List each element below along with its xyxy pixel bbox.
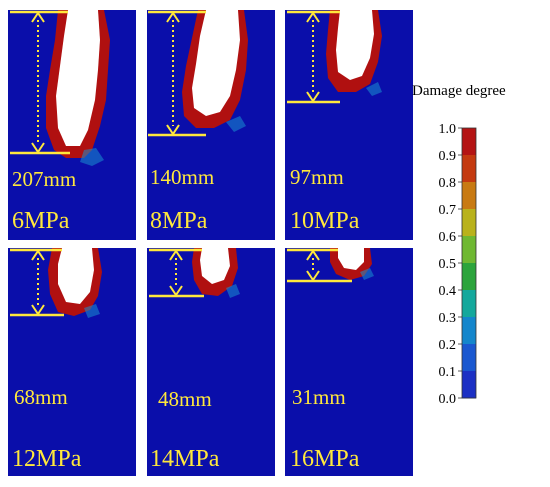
arrow-head-up (306, 11, 320, 23)
panel-3: 97mm 10MPa (285, 10, 413, 240)
damage-fringe (226, 116, 246, 132)
arrow-head-up (31, 11, 45, 23)
crater (336, 10, 374, 80)
colorbar-tick-label: 0.9 (439, 149, 457, 164)
arrow-head-up (166, 11, 180, 23)
colorbar-segment (462, 182, 476, 210)
panel-1: 207mm 6MPa (8, 10, 136, 240)
arrow-head-up (306, 249, 320, 261)
crater (58, 248, 94, 304)
colorbar-tick-label: 0.4 (439, 284, 457, 299)
colorbar-tick-label: 0.1 (439, 365, 457, 380)
colorbar-tick-label: 0.7 (439, 203, 457, 218)
colorbar-segment (462, 128, 476, 156)
crater (192, 10, 240, 116)
depth-label: 48mm (158, 387, 212, 411)
colorbar: Damage degree 1.0 0.9 0.8 0.7 0.6 0.5 0.4 0.3 0.… (412, 83, 506, 407)
pressure-label: 12MPa (12, 446, 82, 472)
arrow-head-down (169, 285, 183, 297)
arrow-head-up (31, 249, 45, 261)
colorbar-tick-label: 0.5 (439, 257, 457, 272)
pressure-label: 6MPa (12, 208, 70, 234)
arrow-head-down (306, 91, 320, 103)
depth-label: 31mm (292, 385, 346, 409)
arrow-head-down (31, 142, 45, 154)
panel-6: 31mm 16MPa (285, 248, 413, 476)
depth-label: 207mm (12, 167, 76, 191)
colorbar-segment (462, 155, 476, 183)
colorbar-ticks: 1.0 0.9 0.8 0.7 0.6 0.5 0.4 0.3 0.2 0.1 0.0 (439, 122, 462, 407)
damage-fringe (366, 82, 382, 96)
arrow-head-down (31, 304, 45, 316)
colorbar-tick-label: 0.0 (439, 392, 457, 407)
arrow-head-up (169, 249, 183, 261)
colorbar-segment (462, 209, 476, 237)
damage-fringe (84, 304, 100, 318)
depth-label: 140mm (150, 165, 214, 189)
colorbar-segment (462, 290, 476, 318)
crater (200, 248, 230, 284)
damage-fringe (226, 284, 240, 298)
colorbar-segments (462, 128, 476, 399)
colorbar-tick-label: 0.6 (439, 230, 457, 245)
panel-2: 140mm 8MPa (147, 10, 275, 240)
arrow-head-down (166, 124, 180, 136)
pressure-label: 14MPa (150, 446, 220, 472)
panel-background (285, 248, 413, 476)
damage-fringe (80, 148, 104, 166)
colorbar-segment (462, 371, 476, 399)
panel-5: 48mm 14MPa (147, 248, 275, 476)
colorbar-tick-label: 0.2 (439, 338, 457, 353)
colorbar-tick-label: 0.8 (439, 176, 457, 191)
pressure-label: 10MPa (290, 208, 360, 234)
damage-fringe (360, 268, 374, 280)
colorbar-segment (462, 263, 476, 291)
colorbar-tick-label: 0.3 (439, 311, 457, 326)
colorbar-segment (462, 317, 476, 345)
colorbar-title: Damage degree (412, 83, 506, 99)
colorbar-segment (462, 344, 476, 372)
colorbar-segment (462, 236, 476, 264)
crater (56, 10, 100, 146)
panel-4: 68mm 12MPa (8, 248, 136, 476)
crater (338, 248, 364, 270)
arrow-head-down (306, 270, 320, 282)
pressure-label: 8MPa (150, 208, 208, 234)
depth-label: 68mm (14, 385, 68, 409)
colorbar-tick-label: 1.0 (439, 122, 457, 137)
pressure-label: 16MPa (290, 446, 360, 472)
depth-label: 97mm (290, 165, 344, 189)
